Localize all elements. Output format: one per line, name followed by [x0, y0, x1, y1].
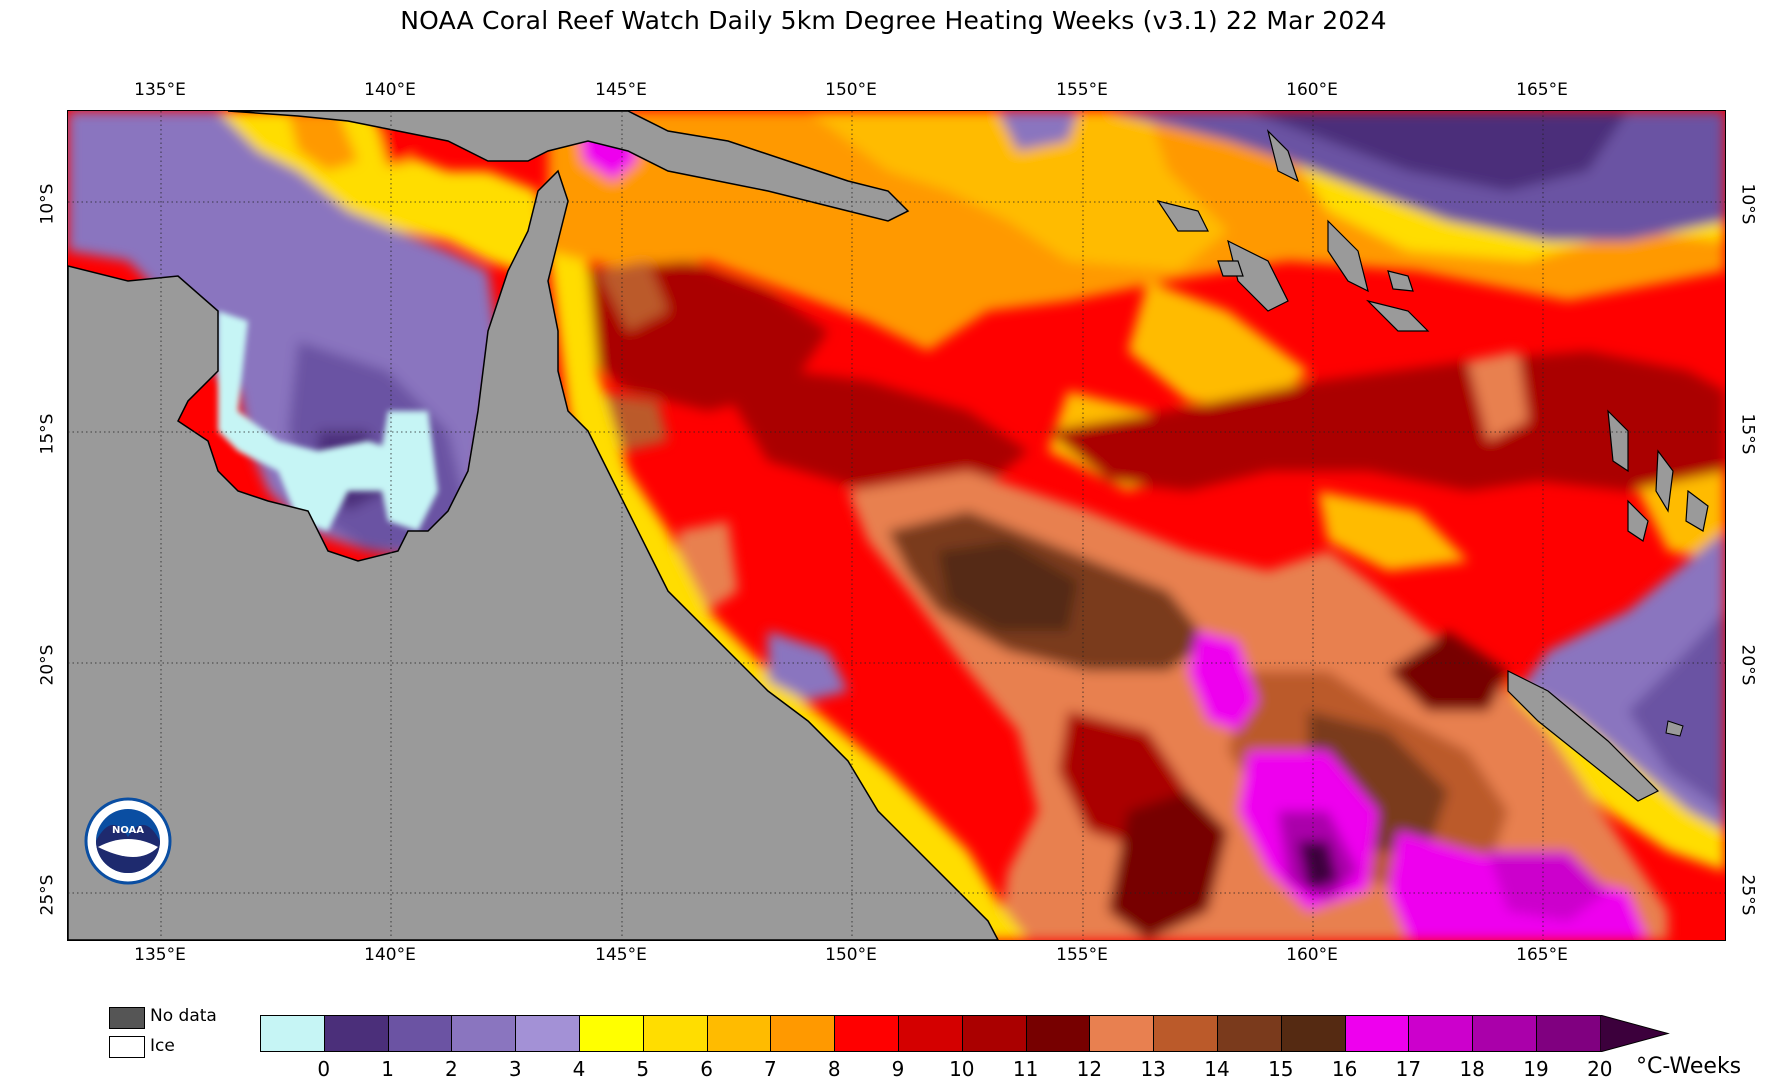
colorbar-cell — [1089, 1015, 1155, 1052]
colorbar-cell — [834, 1015, 899, 1052]
no-data-label: No data — [150, 1006, 217, 1026]
colorbar-cell — [387, 1015, 453, 1052]
colorbar-tick-label: 15 — [1268, 1057, 1294, 1081]
colorbar-cell — [1536, 1015, 1601, 1052]
colorbar-cell — [1472, 1015, 1537, 1052]
colorbar-tick-label: 18 — [1459, 1057, 1485, 1081]
colorbar-tick-label: 4 — [572, 1057, 586, 1081]
lon-label: 140°E — [364, 80, 416, 100]
land-vanuatu — [1655, 449, 1674, 513]
colorbar-tick-label: 8 — [827, 1057, 841, 1081]
map-title: NOAA Coral Reef Watch Daily 5km Degree H… — [400, 6, 1387, 35]
colorbar-tick-label: 19 — [1523, 1057, 1549, 1081]
svg-text:NOAA: NOAA — [112, 825, 144, 836]
colorbar-unit: °C-Weeks — [1636, 1054, 1742, 1079]
colorbar-tick-label: 2 — [445, 1057, 458, 1081]
noaa-logo: NOAA — [84, 797, 172, 885]
land-solomon — [1217, 260, 1244, 277]
colorbar-tick-label: 0 — [317, 1057, 331, 1081]
colorbar-cell — [961, 1015, 1027, 1052]
no-data-swatch — [109, 1007, 145, 1029]
colorbar-cell — [898, 1015, 963, 1052]
land-loyalty — [1665, 720, 1684, 737]
colorbar-cell — [260, 1015, 325, 1052]
land-new-guinea — [227, 111, 910, 222]
colorbar-cell — [1153, 1015, 1218, 1052]
lat-label: 25°S — [37, 874, 58, 916]
lon-label: 140°E — [364, 945, 416, 965]
lat-label: 15°S — [1737, 413, 1758, 455]
lat-label: 20°S — [37, 644, 58, 686]
sst-fields — [68, 111, 1725, 940]
land-solomon — [1266, 129, 1300, 183]
lon-label: 160°E — [1286, 945, 1338, 965]
colorbar-cell — [1408, 1015, 1474, 1052]
ice-patches — [218, 311, 438, 531]
dhw-map: NOAA — [67, 110, 1726, 941]
land-solomon — [1366, 299, 1430, 332]
colorbar-tick-label: 16 — [1331, 1057, 1358, 1081]
lon-label: 155°E — [1056, 945, 1108, 965]
land-vanuatu — [1607, 409, 1629, 473]
colorbar-cell — [1217, 1015, 1282, 1052]
lon-label: 135°E — [134, 80, 186, 100]
lat-label: 15°S — [37, 413, 58, 455]
graticule — [68, 111, 1725, 940]
colorbar-cell — [642, 1015, 708, 1052]
colorbar-cell — [770, 1015, 836, 1052]
colorbar-cell — [515, 1015, 580, 1052]
land-australia — [68, 169, 999, 940]
colorbar-tick-label: 10 — [949, 1057, 975, 1081]
colorbar-tick-label: 7 — [764, 1057, 777, 1081]
ice-swatch — [109, 1036, 145, 1058]
colorbar-tick-label: 5 — [636, 1057, 650, 1081]
land-solomon — [1327, 219, 1369, 293]
lon-label: 155°E — [1056, 80, 1108, 100]
colorbar-cell — [323, 1015, 389, 1052]
colorbar-cell — [579, 1015, 644, 1052]
lat-label: 10°S — [37, 183, 58, 225]
colorbar-tick-label: 6 — [700, 1057, 713, 1081]
colorbar-tick-label: 1 — [381, 1057, 394, 1081]
land-new-caledonia — [1507, 670, 1660, 802]
lon-label: 150°E — [825, 945, 877, 965]
lat-label: 20°S — [1737, 644, 1758, 686]
land-solomon — [1387, 270, 1414, 292]
colorbar-tick-label: 17 — [1395, 1057, 1422, 1081]
colorbar-tick-label: 14 — [1204, 1057, 1230, 1081]
colorbar-tick-label: 11 — [1012, 1057, 1039, 1081]
lat-label: 25°S — [1737, 874, 1758, 916]
lon-label: 135°E — [134, 945, 186, 965]
land-solomon — [1156, 200, 1209, 232]
map-canvas: NOAA — [68, 111, 1725, 940]
lon-label: 145°E — [595, 80, 647, 100]
lon-label: 165°E — [1516, 80, 1568, 100]
ice-label: Ice — [150, 1036, 175, 1056]
colorbar-arrow — [1600, 1015, 1670, 1052]
colorbar-cell — [1025, 1015, 1091, 1052]
land-vanuatu — [1627, 499, 1649, 542]
colorbar-tick-label: 20 — [1587, 1057, 1613, 1081]
colorbar-cell — [451, 1015, 517, 1052]
colorbar-tick-label: 9 — [891, 1057, 905, 1081]
colorbar-tick-label: 13 — [1140, 1057, 1166, 1081]
colorbar-tick-label: 3 — [508, 1057, 522, 1081]
colorbar-cell — [1344, 1015, 1410, 1052]
lon-label: 145°E — [595, 945, 647, 965]
lon-label: 150°E — [825, 80, 877, 100]
colorbar-cell — [1280, 1015, 1346, 1052]
colorbar-tick-label: 12 — [1076, 1057, 1103, 1081]
land-vanuatu — [1685, 489, 1709, 532]
lat-label: 10°S — [1737, 183, 1758, 225]
colorbar-cell — [706, 1015, 772, 1052]
lon-label: 165°E — [1516, 945, 1568, 965]
lon-label: 160°E — [1286, 80, 1338, 100]
